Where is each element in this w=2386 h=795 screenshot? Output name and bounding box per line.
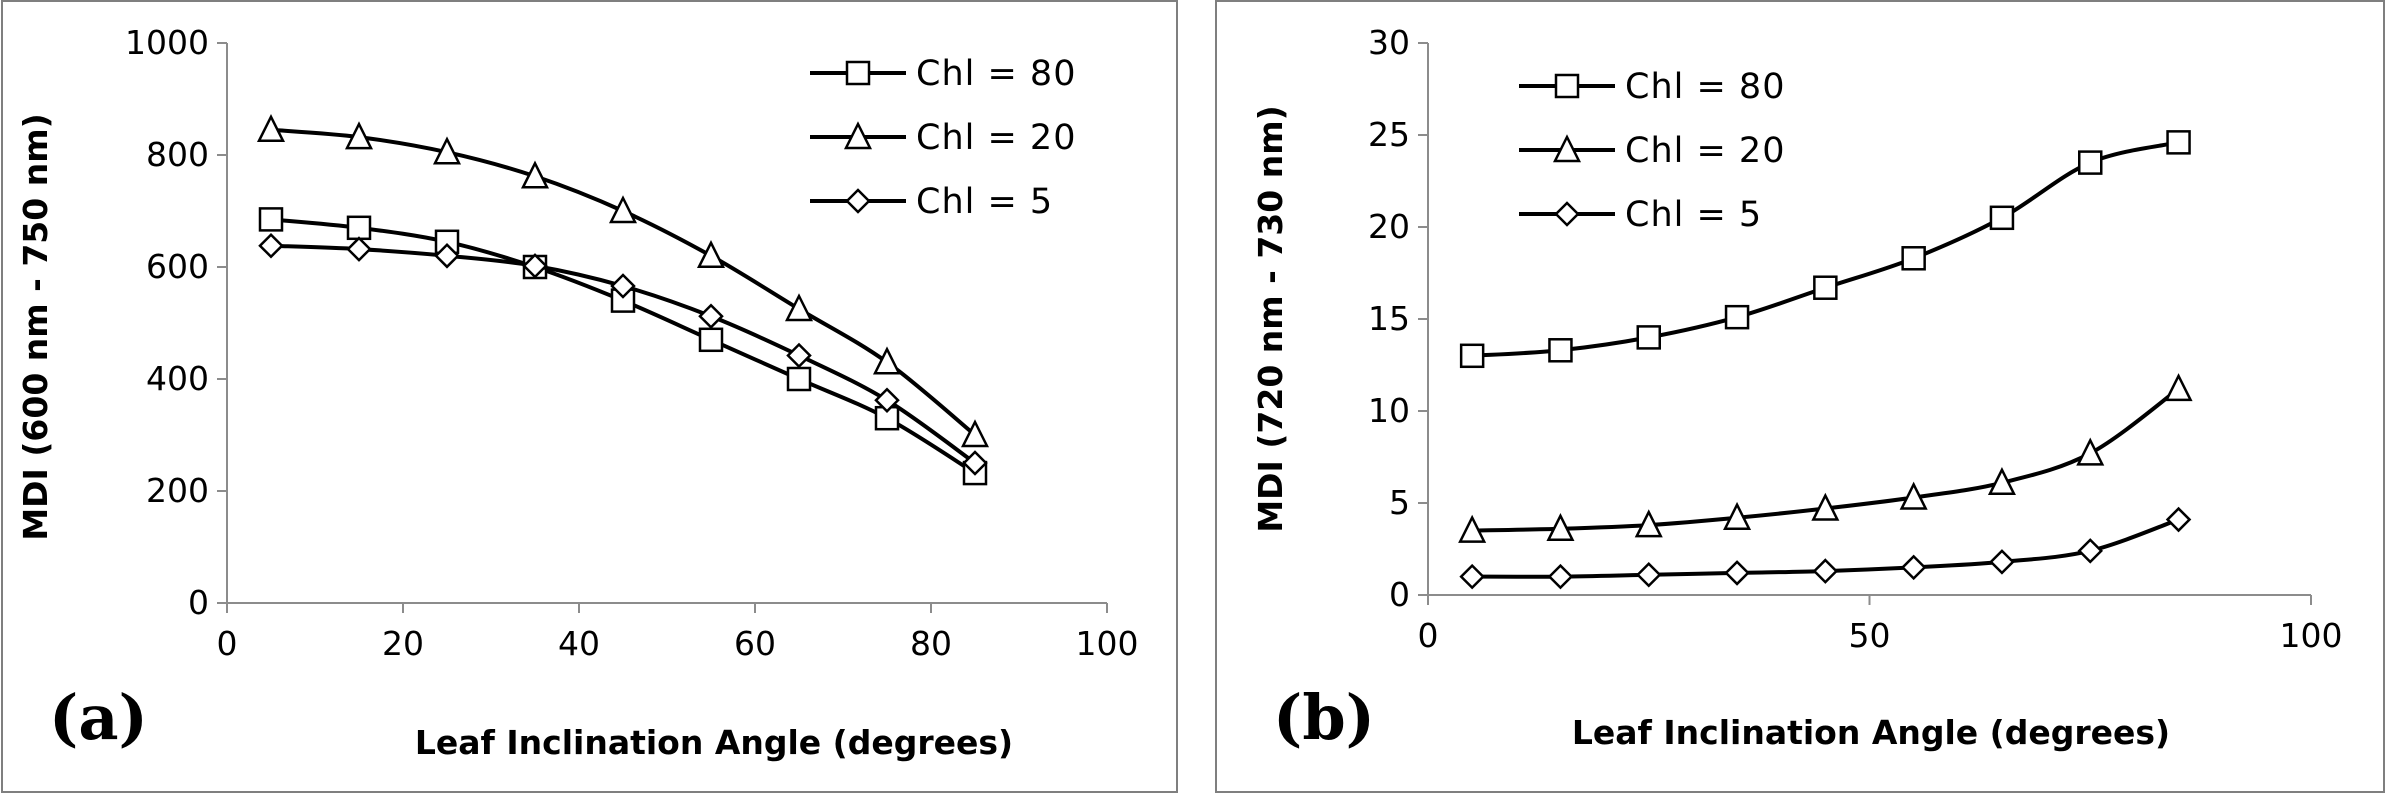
legend-marker-square (1554, 73, 1580, 99)
data-point-triangle (1634, 509, 1663, 538)
data-point-diamond (1900, 554, 1927, 581)
data-point-triangle (1723, 501, 1752, 530)
data-point-triangle (344, 121, 374, 150)
data-point-triangle (432, 136, 462, 165)
legend-label: Chl = 80 (1625, 67, 1785, 107)
data-point-diamond (258, 232, 284, 259)
data-point-triangle (1458, 514, 1487, 543)
data-point-diamond (1989, 549, 2015, 575)
y-tick-label: 600 (146, 247, 209, 286)
chart-b-svg: 0 5 10 15 20 25 30 0 50 100 Leaf Inclination Angle… (1251, 23, 2343, 754)
legend-label: Chl = 20 (1625, 131, 1785, 171)
legend-marker-diamond (845, 188, 871, 214)
panel-label: (b) (1273, 681, 1375, 754)
data-point-square (2166, 130, 2191, 155)
data-point-diamond (2165, 506, 2192, 533)
x-tick-label: 20 (382, 624, 424, 663)
data-point-diamond (346, 236, 372, 262)
legend-label: Chl = 20 (916, 118, 1076, 158)
data-point-diamond (786, 342, 812, 369)
data-point-square (1989, 205, 2015, 231)
data-point-triangle (256, 114, 286, 143)
x-axis-title: Leaf Inclination Angle (degrees) (1572, 713, 2170, 752)
data-point-square (258, 207, 284, 232)
y-tick-label: 200 (146, 471, 209, 510)
series-line-square (1472, 140, 2179, 358)
data-point-triangle (872, 346, 902, 375)
y-tick-label: 0 (188, 583, 209, 622)
x-tick-label: 0 (217, 624, 238, 663)
x-axis-title: Leaf Inclination Angle (degrees) (415, 723, 1013, 762)
x-tick-label: 0 (1418, 616, 1439, 655)
data-point-diamond (2077, 538, 2104, 564)
data-point-triangle (696, 240, 726, 269)
data-point-square (698, 327, 724, 353)
data-point-square (1459, 343, 1485, 369)
data-point-diamond (1724, 560, 1750, 586)
x-tick-label: 40 (558, 624, 600, 663)
y-axis-title: MDI (720 nm - 730 nm) (1251, 105, 1290, 532)
data-point-triangle (1546, 512, 1575, 542)
data-point-diamond (610, 273, 636, 299)
legend-label: Chl = 80 (916, 54, 1076, 94)
panel-label: (a) (49, 681, 148, 754)
y-tick-label: 20 (1368, 207, 1410, 246)
data-point-diamond (1812, 558, 1839, 584)
y-tick-label: 5 (1389, 483, 1410, 522)
x-tick-label: 50 (1849, 616, 1891, 655)
data-point-triangle (1899, 481, 1928, 510)
data-point-diamond (962, 450, 988, 476)
data-point-diamond (698, 303, 724, 330)
legend-marker-diamond (1554, 201, 1580, 227)
x-tick-label: 100 (2280, 616, 2343, 655)
data-point-square (1724, 304, 1750, 330)
data-point-triangle (608, 195, 638, 224)
legend-label: Chl = 5 (916, 182, 1053, 222)
y-axis-title: MDI (600 nm - 750 nm) (16, 113, 55, 540)
legend-marker-square (845, 60, 871, 86)
chart-panel-a: 0 200 400 600 800 1000 0 20 40 60 80 100 Leaf Inclin… (1, 0, 1178, 793)
data-point-square (1901, 246, 1926, 271)
legend-label: Chl = 5 (1625, 195, 1762, 235)
data-point-triangle (1987, 466, 2016, 496)
data-point-square (2078, 150, 2103, 175)
data-point-square (1636, 325, 1661, 350)
data-point-triangle (784, 293, 814, 322)
y-tick-label: 30 (1368, 23, 1410, 62)
data-point-diamond (1459, 563, 1485, 590)
x-tick-label: 100 (1076, 624, 1139, 663)
data-point-diamond (434, 243, 460, 269)
data-point-triangle (960, 419, 990, 448)
data-point-square (1813, 275, 1838, 300)
data-point-diamond (522, 253, 548, 279)
chart-a-svg: 0 200 400 600 800 1000 0 20 40 60 80 100 Leaf Inclin… (16, 23, 1139, 762)
data-point-triangle (1811, 492, 1840, 521)
data-point-square (346, 215, 372, 241)
data-point-triangle (2164, 373, 2193, 402)
data-point-diamond (1547, 563, 1574, 590)
data-point-square (786, 366, 812, 392)
data-point-triangle (2076, 437, 2105, 466)
y-tick-label: 10 (1368, 391, 1410, 430)
y-tick-label: 25 (1368, 115, 1410, 154)
data-point-square (1548, 338, 1573, 363)
legend-marker-triangle (1552, 134, 1582, 163)
x-tick-label: 80 (910, 624, 952, 663)
chart-panel-b: 0 5 10 15 20 25 30 0 50 100 Leaf Inclination Angle… (1215, 0, 2385, 793)
y-tick-label: 800 (146, 135, 209, 174)
legend-marker-triangle (843, 121, 873, 150)
y-tick-label: 400 (146, 359, 209, 398)
y-tick-label: 1000 (125, 23, 209, 62)
x-tick-label: 60 (734, 624, 776, 663)
data-point-diamond (1635, 561, 1662, 588)
data-point-triangle (520, 160, 550, 189)
series-line-square (270, 217, 977, 475)
y-tick-label: 0 (1389, 575, 1410, 614)
y-tick-label: 15 (1368, 299, 1410, 338)
data-point-diamond (874, 387, 900, 414)
